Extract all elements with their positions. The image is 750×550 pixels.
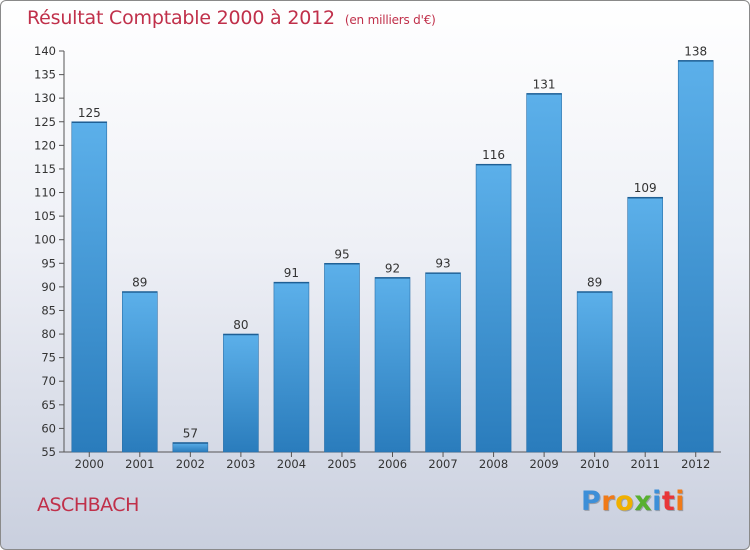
x-tick-label-2009: 2009 <box>529 457 558 471</box>
data-label-2008: 116 <box>482 148 505 162</box>
y-tick-label: 85 <box>41 303 56 317</box>
bar-2000 <box>71 121 108 453</box>
y-tick-label: 60 <box>41 421 56 435</box>
data-label-2006: 92 <box>385 261 400 275</box>
bar-2002 <box>172 442 209 453</box>
x-tick-label-2011: 2011 <box>631 457 660 471</box>
bar-2011 <box>627 196 663 453</box>
bar-2009 <box>526 93 562 453</box>
y-tick-label: 115 <box>34 162 56 176</box>
bar-2008 <box>475 163 512 453</box>
bar-2007 <box>425 272 461 453</box>
y-tick-label: 95 <box>41 256 56 270</box>
logo-letter: P <box>581 486 602 517</box>
bar-2001 <box>122 291 158 453</box>
x-tick-label-2003: 2003 <box>226 457 255 471</box>
data-label-2004: 91 <box>284 266 299 280</box>
bar-2010 <box>576 291 613 453</box>
bar-2006 <box>374 277 411 453</box>
x-tick-label-2001: 2001 <box>125 457 154 471</box>
data-label-2011: 109 <box>634 181 657 195</box>
chart-title-text: Résultat Comptable 2000 à 2012 <box>27 7 335 29</box>
data-label-2005: 95 <box>334 247 349 261</box>
y-tick-label: 65 <box>41 398 56 412</box>
data-label-2002: 57 <box>183 427 198 441</box>
x-tick-label-2004: 2004 <box>277 457 306 471</box>
x-tick-label-2005: 2005 <box>327 457 356 471</box>
x-tick-label-2012: 2012 <box>681 457 710 471</box>
logo-letter: i <box>652 486 662 517</box>
data-label-2010: 89 <box>587 276 602 290</box>
y-tick-label: 135 <box>34 68 56 82</box>
logo-letter: r <box>601 486 616 517</box>
y-tick-label: 70 <box>41 374 56 388</box>
bar-2004 <box>273 281 310 453</box>
bar-2005 <box>324 262 360 453</box>
data-label-2007: 93 <box>435 257 450 271</box>
y-tick-label: 80 <box>41 327 56 341</box>
x-tick-label-2002: 2002 <box>176 457 205 471</box>
proxiti-logo[interactable]: Proxiti <box>581 486 685 517</box>
x-tick-label-2000: 2000 <box>75 457 104 471</box>
logo-letter: t <box>661 486 676 517</box>
logo-letter: o <box>615 486 635 517</box>
data-label-2001: 89 <box>132 276 147 290</box>
x-tick-label-2010: 2010 <box>580 457 609 471</box>
x-tick-label-2007: 2007 <box>428 457 457 471</box>
y-tick-label: 110 <box>34 186 56 200</box>
y-tick-label: 140 <box>34 44 56 58</box>
x-tick-label-2008: 2008 <box>479 457 508 471</box>
bar-2012 <box>677 60 714 453</box>
data-label-2003: 80 <box>233 318 248 332</box>
y-tick-label: 130 <box>34 91 56 105</box>
y-tick-label: 90 <box>41 280 56 294</box>
data-label-2000: 125 <box>78 106 101 120</box>
y-tick-label: 105 <box>34 209 56 223</box>
y-tick-label: 100 <box>34 233 56 247</box>
y-tick-label: 55 <box>41 445 56 459</box>
place-name: ASCHBACH <box>37 494 139 516</box>
logo-letter: i <box>675 486 686 517</box>
chart-unit-label: (en milliers d'€) <box>344 13 436 27</box>
chart-title: Résultat Comptable 2000 à 2012 (en millie… <box>27 7 436 29</box>
y-tick-label: 120 <box>34 138 56 152</box>
y-tick-label: 75 <box>41 351 56 365</box>
y-tick-label: 125 <box>34 115 56 129</box>
bar-2003 <box>223 333 259 453</box>
x-tick-label-2006: 2006 <box>378 457 407 471</box>
data-label-2009: 131 <box>533 77 556 91</box>
data-label-2012: 138 <box>684 44 707 58</box>
logo-letter: x <box>634 486 653 517</box>
